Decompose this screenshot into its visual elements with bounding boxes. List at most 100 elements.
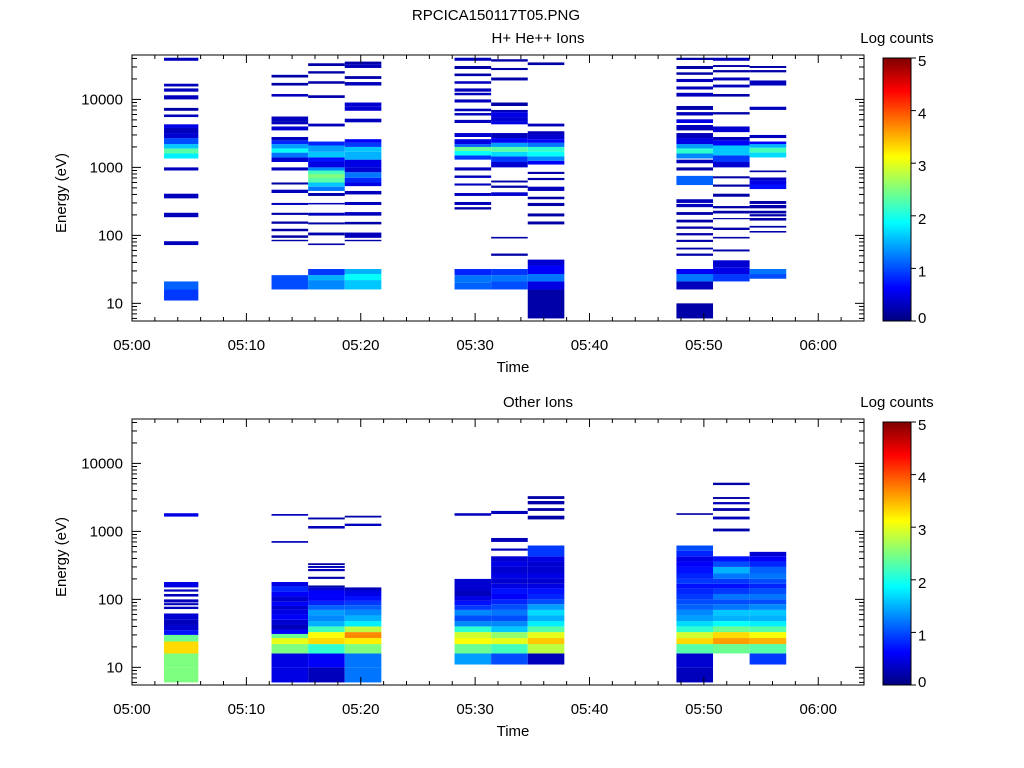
spectrogram-cell [454, 653, 492, 665]
spectrogram-cell [271, 605, 309, 610]
spectrogram-cell [527, 156, 565, 161]
spectrogram-cell [454, 275, 492, 283]
spectrogram-cell [713, 267, 750, 275]
spectrogram-cell [344, 106, 382, 111]
spectrogram-cell [308, 565, 345, 568]
spectrogram-cell [308, 632, 345, 639]
spectrogram-cell [271, 182, 309, 185]
spectrogram-cell [676, 561, 714, 567]
spectrogram-cell [454, 621, 492, 627]
spectrogram-cell [749, 184, 787, 190]
spectrogram-cell [491, 615, 528, 622]
spectrogram-cell [308, 609, 345, 616]
spectrogram-cell [164, 153, 199, 159]
spectrogram-cell [344, 172, 382, 178]
spectrogram-cell [344, 667, 382, 683]
spectrogram-cell [713, 94, 750, 97]
spectrogram-cell [344, 232, 382, 238]
spectrogram-cell [308, 145, 345, 152]
spectrogram-cell [308, 81, 345, 84]
spectrogram-cell [676, 303, 714, 319]
spectrogram-cell [308, 123, 345, 127]
spectrogram-cell [676, 578, 714, 584]
spectrogram-cell [749, 66, 787, 68]
y-tick-label: 10000 [81, 91, 123, 108]
axes-ticks [131, 419, 865, 685]
spectrogram-cell [344, 139, 382, 143]
y-tick-label: 10000 [81, 455, 123, 472]
spectrogram-cell [676, 175, 714, 186]
colorbar-tick-label: 3 [918, 522, 926, 539]
spectrogram-cell [491, 102, 528, 106]
spectrogram-cell [308, 626, 345, 633]
spectrogram-cell [527, 177, 565, 181]
spectrogram-cell [527, 515, 565, 520]
spectrogram-cell [527, 561, 565, 567]
spectrogram-cell [527, 573, 565, 579]
spectrogram-cell [676, 219, 714, 223]
spectrogram-cell [344, 590, 382, 597]
spectrogram-cell [676, 269, 714, 275]
colorbar: 0 1 2 3 4 5 Log counts [860, 394, 933, 691]
spectrogram-cell [713, 566, 750, 574]
spectrogram-cell [676, 112, 714, 116]
spectrogram-cell [713, 588, 750, 594]
spectrogram-cell [271, 629, 309, 634]
spectrogram-cell [749, 106, 787, 110]
spectrogram-cell [308, 517, 345, 520]
spectrogram-cell [713, 145, 750, 151]
spectrogram-cell [676, 239, 714, 242]
spectrogram-cell [491, 133, 528, 139]
spectrogram-cell [344, 76, 382, 79]
spectrogram-cell [749, 593, 787, 600]
spectrogram-cell [308, 568, 345, 572]
spectrogram-cell [308, 269, 345, 276]
spectrogram-cell [527, 588, 565, 594]
spectrogram-cell [676, 86, 714, 90]
spectrogram-cell [454, 193, 492, 196]
spectrogram-cell [164, 107, 199, 111]
spectrogram-cell [454, 626, 492, 633]
spectrogram-cell [713, 632, 750, 639]
spectrogram-cell [527, 615, 565, 622]
spectrogram-cell [308, 596, 345, 601]
spectrogram-cell [749, 177, 787, 181]
spectrogram-cell [491, 275, 528, 282]
spectrogram-cell [164, 603, 199, 606]
spectrogram-cell [308, 222, 345, 225]
colorbar: 0 1 2 3 4 5 Log counts [860, 30, 933, 327]
spectrogram-cell [491, 638, 528, 645]
x-tick-label: 06:00 [799, 701, 837, 718]
spectrogram-cell [454, 590, 492, 597]
spectrogram-cell [344, 638, 382, 645]
spectrogram-cell [676, 153, 714, 159]
spectrogram-cell [271, 82, 309, 86]
spectrogram-cell [749, 653, 787, 665]
spectrogram-cell [527, 508, 565, 511]
spectrogram-cell [676, 513, 714, 515]
spectrogram-cell [344, 621, 382, 627]
spectrogram-cell [713, 136, 750, 141]
spectrogram-cell [491, 556, 528, 562]
spectrogram-cell [749, 201, 787, 204]
spectrogram-cell [527, 289, 565, 319]
spectrogram-cell [527, 578, 565, 584]
spectrogram-cell [454, 201, 492, 205]
spectrogram-cell [491, 599, 528, 605]
spectrogram-cell [527, 566, 565, 574]
spectrogram-cell [676, 281, 714, 290]
spectrogram-cell [454, 609, 492, 616]
spectrogram-cell [344, 177, 382, 183]
x-tick-label: 05:30 [456, 701, 494, 718]
spectrogram-cell [676, 573, 714, 579]
spectrogram-cell [454, 139, 492, 145]
x-tick-label: 05:00 [113, 337, 151, 354]
spectrogram-cell [713, 561, 750, 567]
spectrogram-cell [676, 66, 714, 70]
spectrogram-cell [676, 653, 714, 668]
spectrogram-cell [676, 621, 714, 627]
spectrogram-cell [749, 80, 787, 86]
spectrogram-cell [308, 563, 345, 566]
spectrogram-cell [164, 138, 199, 145]
spectrogram-cell [676, 626, 714, 633]
